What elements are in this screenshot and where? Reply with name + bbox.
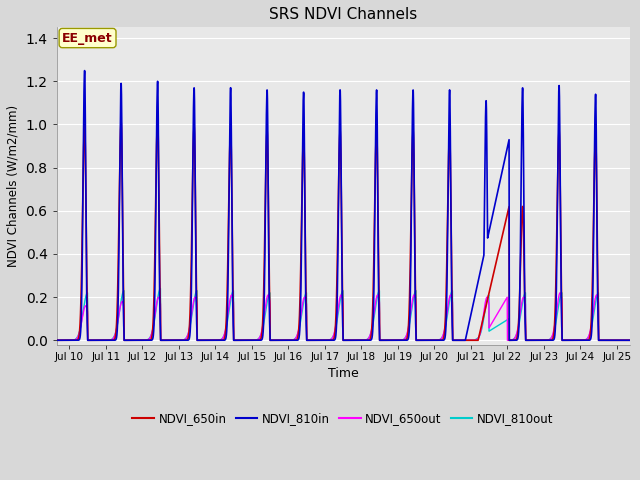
- NDVI_650out: [130, 337, 138, 343]
- NDVI_650out: [556, 290, 564, 296]
- Line: NDVI_650out: NDVI_650out: [51, 293, 637, 340]
- NDVI_810out: [317, 337, 324, 343]
- NDVI_810in: [130, 337, 138, 343]
- NDVI_650out: [245, 337, 253, 343]
- NDVI_650out: [317, 337, 324, 343]
- NDVI_650in: [633, 337, 640, 343]
- NDVI_810out: [130, 337, 138, 343]
- NDVI_810out: [516, 317, 524, 323]
- Title: SRS NDVI Channels: SRS NDVI Channels: [269, 7, 417, 22]
- NDVI_650in: [449, 337, 456, 343]
- NDVI_810out: [384, 337, 392, 343]
- X-axis label: Time: Time: [328, 367, 358, 380]
- NDVI_810in: [317, 337, 324, 343]
- NDVI_810out: [633, 337, 640, 343]
- Legend: NDVI_650in, NDVI_810in, NDVI_650out, NDVI_810out: NDVI_650in, NDVI_810in, NDVI_650out, NDV…: [128, 408, 558, 430]
- Text: EE_met: EE_met: [62, 32, 113, 45]
- NDVI_810in: [384, 337, 392, 343]
- NDVI_650in: [47, 337, 55, 343]
- NDVI_810in: [245, 337, 253, 343]
- NDVI_810out: [47, 337, 55, 343]
- NDVI_810in: [633, 337, 640, 343]
- NDVI_810in: [47, 337, 55, 343]
- NDVI_650in: [516, 283, 524, 289]
- Line: NDVI_810out: NDVI_810out: [51, 288, 637, 340]
- Line: NDVI_810in: NDVI_810in: [51, 71, 637, 340]
- Line: NDVI_650in: NDVI_650in: [51, 118, 637, 340]
- NDVI_810in: [595, 337, 602, 343]
- Y-axis label: NDVI Channels (W/m2/mm): NDVI Channels (W/m2/mm): [7, 105, 20, 267]
- NDVI_650out: [516, 314, 524, 320]
- NDVI_810out: [353, 337, 361, 343]
- NDVI_650out: [595, 337, 602, 343]
- NDVI_650out: [353, 337, 361, 343]
- NDVI_810in: [81, 68, 88, 73]
- NDVI_650in: [245, 337, 253, 343]
- NDVI_810in: [353, 337, 361, 343]
- NDVI_650out: [47, 337, 55, 343]
- NDVI_650in: [384, 337, 392, 343]
- NDVI_810out: [157, 286, 164, 291]
- NDVI_650in: [353, 337, 361, 343]
- NDVI_650out: [633, 337, 640, 343]
- NDVI_810out: [245, 337, 253, 343]
- NDVI_650in: [154, 115, 161, 121]
- NDVI_650out: [384, 337, 392, 343]
- NDVI_650in: [130, 337, 138, 343]
- NDVI_810in: [516, 290, 524, 296]
- NDVI_650in: [317, 337, 324, 343]
- NDVI_810out: [595, 337, 602, 343]
